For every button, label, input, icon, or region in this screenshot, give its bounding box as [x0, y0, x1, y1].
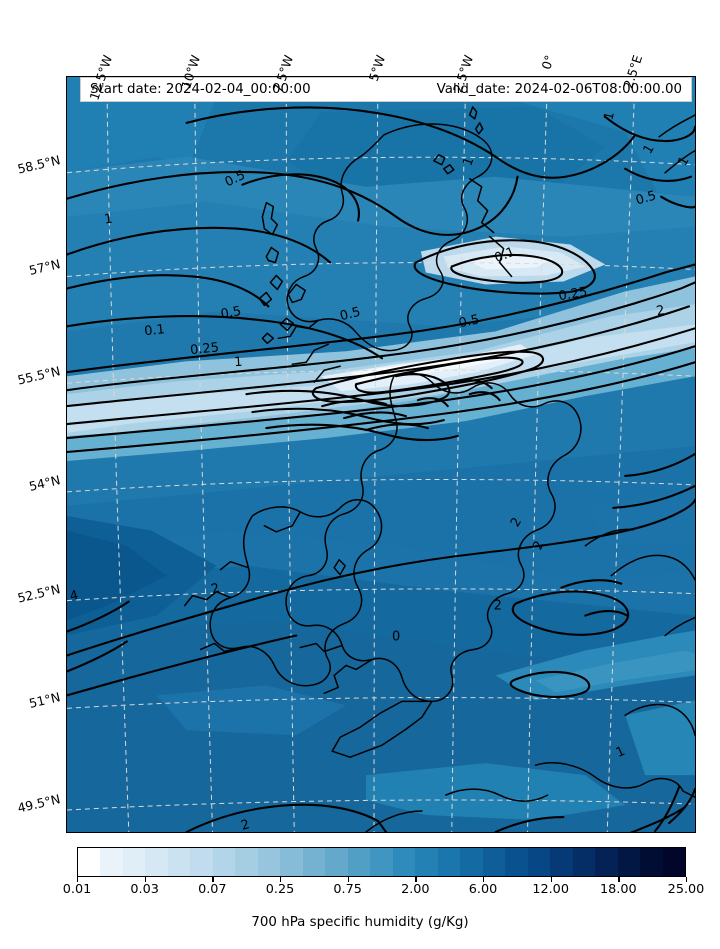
- colorbar-tick-label-2: 0.07: [198, 882, 227, 897]
- colorbar-tick-5: [415, 877, 417, 882]
- colorbar-segment-24: [617, 848, 641, 876]
- colorbar-segment-21: [550, 848, 573, 876]
- colorbar-segment-3: [145, 848, 168, 876]
- colorbar-tick-labels: 0.01 0.03 0.07 0.25 0.75 2.00 6.00 12.00 18.00 25…: [0, 882, 720, 902]
- colorbar-segment-11: [325, 848, 348, 876]
- svg-text:2: 2: [655, 303, 666, 319]
- lat-tick-5: 51°N: [27, 689, 62, 711]
- map-axes[interactable]: 0.5 1 0.1 0.5 0.25 1 1 1 1 1 0.1 0.5 0.2…: [66, 76, 696, 833]
- colorbar-segment-22: [572, 848, 596, 876]
- lat-tick-4: 52.5°N: [15, 581, 62, 606]
- colorbar-segment-10: [302, 848, 326, 876]
- colorbar-segment-23: [595, 848, 618, 876]
- colorbar-segment-7: [235, 848, 258, 876]
- svg-text:0.5: 0.5: [457, 312, 480, 331]
- colorbar-tick-label-5: 2.00: [401, 882, 430, 897]
- svg-text:0.5: 0.5: [634, 188, 658, 208]
- colorbar-tick-6: [483, 877, 485, 882]
- lat-tick-3: 54°N: [27, 472, 62, 494]
- svg-text:0: 0: [392, 630, 400, 645]
- colorbar-tick-3: [280, 877, 282, 882]
- svg-text:1: 1: [234, 355, 243, 371]
- colorbar-segment-6: [212, 848, 236, 876]
- colorbar-tick-label-4: 0.75: [333, 882, 362, 897]
- humidity-contours: [67, 106, 695, 832]
- colorbar-tick-1: [144, 877, 146, 882]
- colorbar-tick-label-1: 0.03: [130, 882, 159, 897]
- colorbar-segment-26: [662, 848, 686, 876]
- colorbar-tick-7: [550, 877, 552, 882]
- colorbar-segment-8: [257, 848, 281, 876]
- colorbar-tick-label-0: 0.01: [62, 882, 92, 897]
- lat-tick-2: 55.5°N: [15, 363, 62, 388]
- colorbar-tick-label-3: 0.25: [265, 882, 295, 897]
- colorbar-ticks: [77, 877, 688, 883]
- colorbar-tick-0: [77, 877, 79, 882]
- svg-text:0.1: 0.1: [493, 245, 518, 267]
- colorbar-segment-15: [415, 848, 438, 876]
- shaded-humidity-field: [67, 77, 695, 832]
- colorbar-segment-25: [640, 848, 663, 876]
- colorbar-tick-9: [686, 877, 688, 882]
- colorbar-segment-19: [505, 848, 528, 876]
- colorbar-tick-label-9: 25.00: [667, 882, 705, 897]
- colorbar-segment-5: [190, 848, 213, 876]
- valid-date-label: Valid_date: 2024-02-06T08:00:00.00: [436, 82, 682, 97]
- lat-tick-1: 57°N: [27, 256, 62, 278]
- colorbar-segment-0: [78, 848, 101, 876]
- colorbar-tick-8: [618, 877, 620, 882]
- colorbar-tick-label-6: 6.00: [468, 882, 498, 897]
- colorbar-segment-18: [482, 848, 506, 876]
- colorbar-segment-20: [527, 848, 551, 876]
- colorbar-segment-17: [460, 848, 483, 876]
- svg-text:1: 1: [103, 212, 113, 228]
- svg-text:0.25: 0.25: [558, 285, 589, 305]
- svg-text:0.5: 0.5: [220, 304, 243, 322]
- colorbar-title: 700 hPa specific humidity (g/Kg): [251, 915, 469, 930]
- lat-tick-6: 49.5°N: [15, 791, 62, 816]
- svg-text:1: 1: [602, 111, 618, 122]
- colorbar-tick-label-8: 18.00: [600, 882, 637, 897]
- colorbar-segment-9: [280, 848, 303, 876]
- svg-text:2: 2: [210, 581, 222, 598]
- svg-text:0.1: 0.1: [144, 322, 166, 339]
- colorbar-segment-14: [392, 848, 416, 876]
- colorbar-segment-16: [437, 848, 461, 876]
- start-date-label: Start date: 2024-02-04_00:00:00: [90, 82, 311, 97]
- colorbar-segment-2: [122, 848, 146, 876]
- svg-text:2: 2: [494, 599, 502, 614]
- colorbar-segment-1: [100, 848, 123, 876]
- colorbar-tick-2: [212, 877, 214, 882]
- colorbar-segment-12: [347, 848, 371, 876]
- lat-tick-0: 58.5°N: [15, 152, 62, 177]
- map-plot: 0.5 1 0.1 0.5 0.25 1 1 1 1 1 0.1 0.5 0.2…: [67, 77, 695, 832]
- colorbar-tick-label-7: 12.00: [532, 882, 569, 897]
- svg-text:0.5: 0.5: [338, 305, 362, 325]
- colorbar-tick-4: [347, 877, 349, 882]
- svg-text:0.25: 0.25: [189, 340, 219, 358]
- colorbar-segment-13: [370, 848, 393, 876]
- date-banner: Start date: 2024-02-04_00:00:00 Valid_da…: [80, 77, 692, 102]
- colorbar-segment-4: [167, 848, 191, 876]
- svg-text:4: 4: [68, 588, 80, 605]
- colorbar[interactable]: [77, 847, 686, 877]
- colorbar-gradient: [77, 847, 686, 877]
